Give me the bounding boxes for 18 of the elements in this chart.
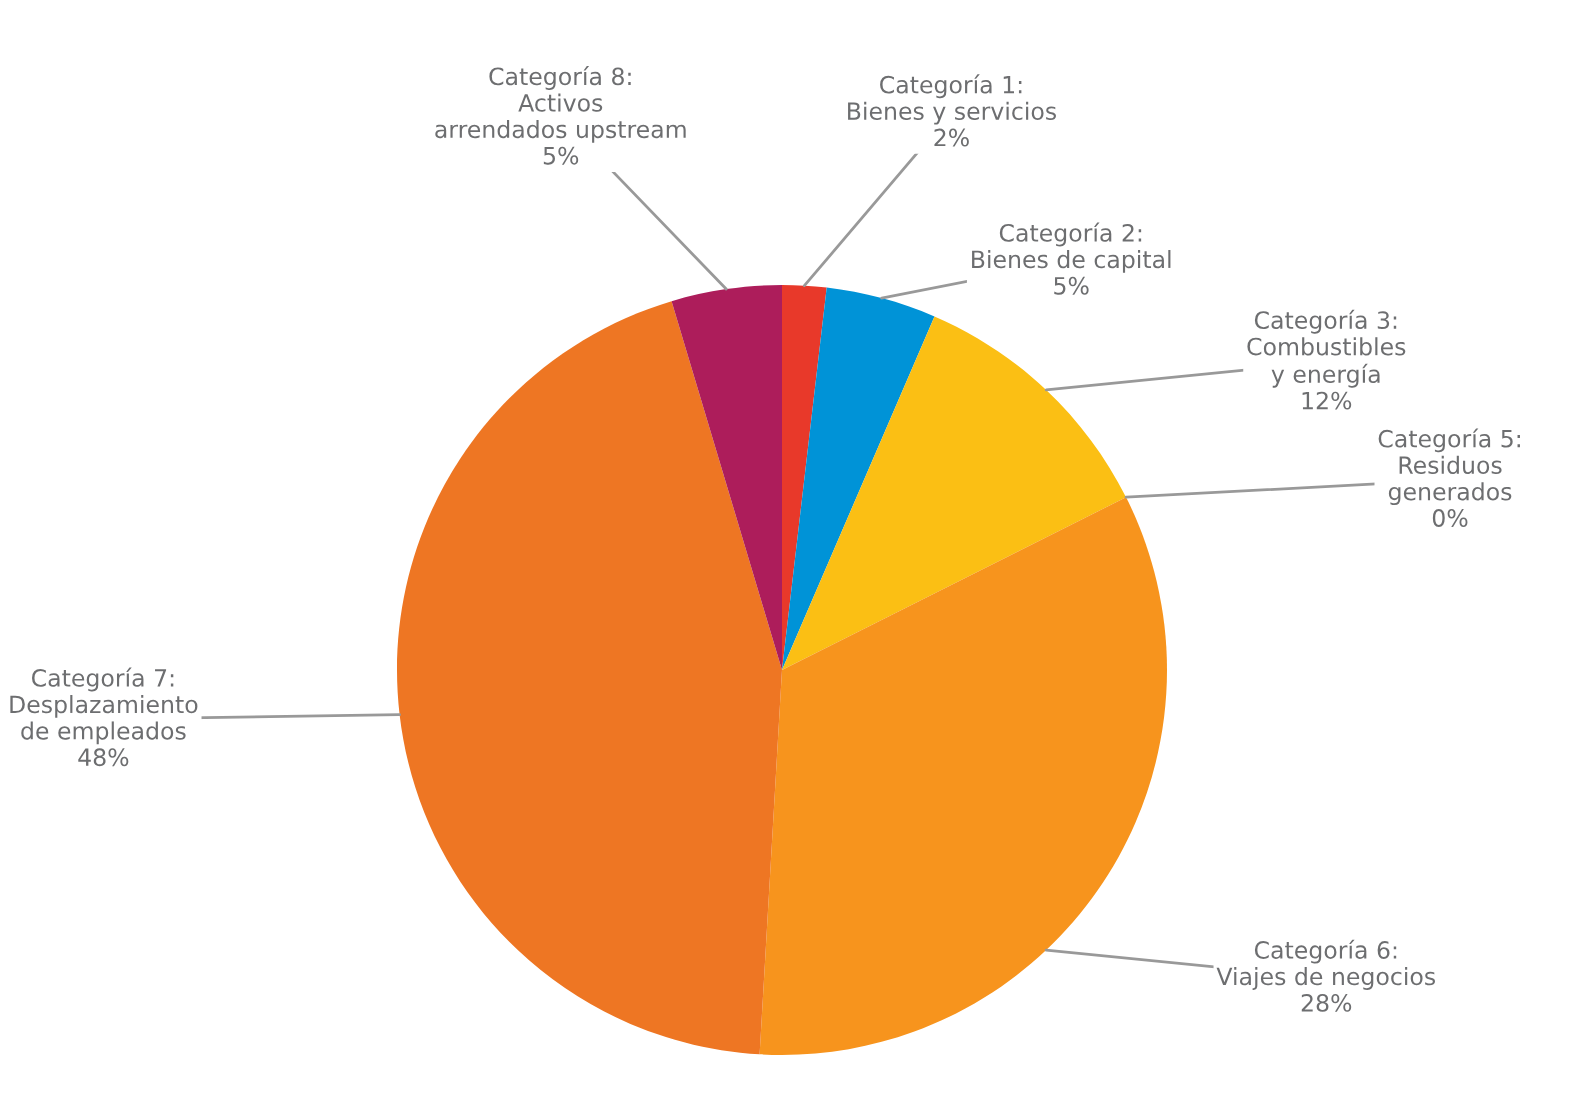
slice-label: Categoría 8: Activos arrendados upstream	[435, 66, 686, 143]
slice-label: Categoría 7: Desplazamiento de empleados	[10, 667, 198, 745]
pie-slice	[671, 285, 782, 670]
data-label: 28%	[1301, 993, 1352, 1012]
pie-slice	[782, 316, 1127, 670]
data-label: 5%	[1054, 276, 1089, 295]
slice-label: Categoría 3: Combustibles y energía	[1247, 309, 1406, 388]
data-label: 2%	[934, 128, 969, 147]
slice-label: Categoría 6: Viajes de negocios	[1216, 939, 1435, 990]
data-label: 48%	[78, 748, 129, 767]
pie-slice	[397, 301, 782, 1055]
pie-slice	[782, 287, 935, 670]
slice-label: Categoría 2: Bienes de capital	[972, 222, 1171, 273]
data-label: 5%	[543, 146, 579, 165]
category-label: Categoría 5: Residuos generados	[1378, 428, 1520, 506]
text: 0%	[1432, 509, 1468, 527]
data-label: 12%	[1302, 391, 1352, 410]
slice-label: Categoría 1: Bienes y servicios	[848, 74, 1056, 125]
